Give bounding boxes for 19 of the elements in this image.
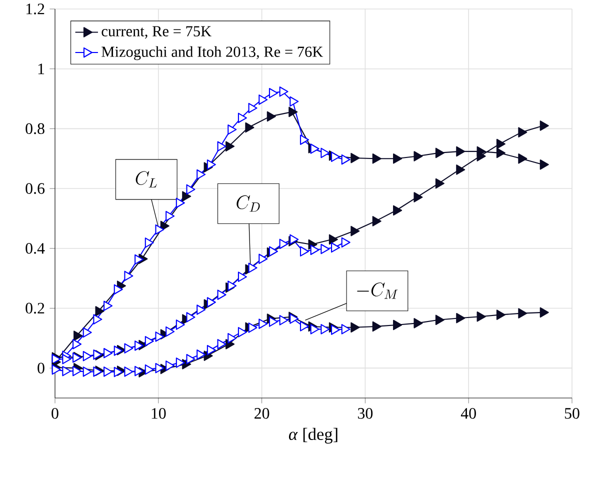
annotation: $C_D$ bbox=[236, 195, 260, 212]
y-tick-label: 0.6 bbox=[26, 183, 45, 194]
x-tick-label: 0 bbox=[52, 408, 58, 419]
x-tick-label: 30 bbox=[358, 408, 373, 419]
y-tick-label: 1 bbox=[38, 64, 44, 74]
y-tick-label: 0.8 bbox=[26, 123, 44, 134]
y-tick-label: 0.4 bbox=[26, 242, 45, 254]
y-tick-label: 1.2 bbox=[26, 4, 44, 14]
x-tick-label: 50 bbox=[564, 408, 580, 419]
annotation: $C_L$ bbox=[136, 171, 157, 188]
legend-label: Mizoguchi and Itoh 2013, Re = 76K bbox=[102, 46, 324, 60]
y-tick-label: 0.2 bbox=[26, 302, 44, 314]
y-tick-label: 0 bbox=[38, 362, 44, 374]
x-tick-label: 20 bbox=[254, 408, 270, 419]
x-tick-label: 40 bbox=[460, 408, 476, 419]
x-axis-title: α [deg] bbox=[288, 428, 338, 444]
x-tick-label: 10 bbox=[152, 408, 166, 419]
annotation: $-C_M$ bbox=[357, 282, 398, 299]
legend-label: current, Re = 75K bbox=[102, 26, 212, 39]
